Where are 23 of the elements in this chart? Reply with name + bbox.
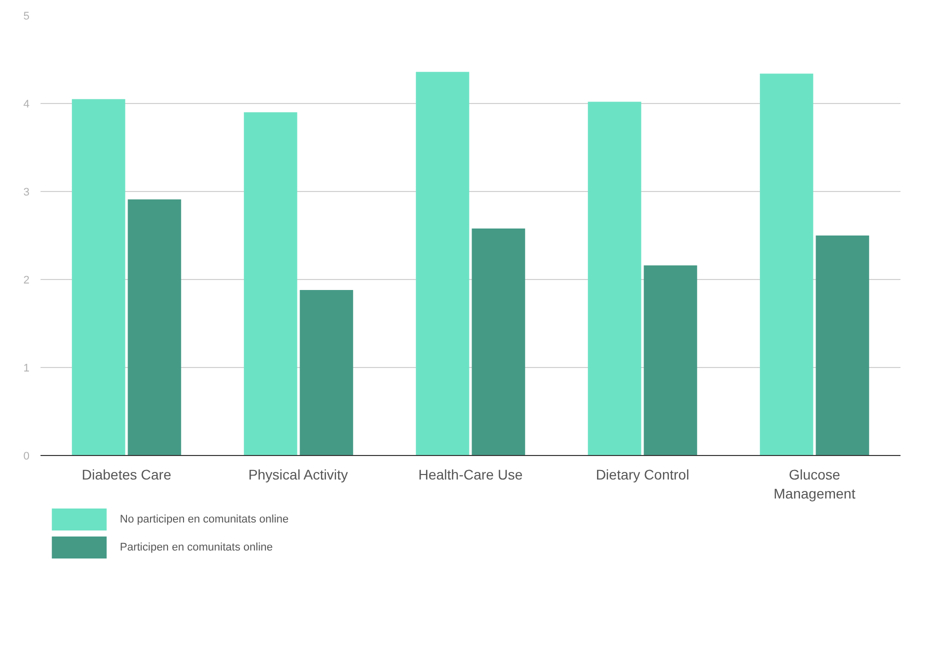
legend-label: No participen en comunitats online xyxy=(120,514,289,526)
x-tick-label: Health-Care Use xyxy=(418,466,523,482)
bar xyxy=(244,112,298,456)
bar xyxy=(644,265,698,456)
bar xyxy=(416,72,470,456)
bar xyxy=(72,99,126,456)
bar xyxy=(300,290,354,456)
bar xyxy=(760,74,814,456)
y-tick-label: 4 xyxy=(23,98,30,110)
x-tick-label: Dietary Control xyxy=(596,466,690,482)
y-tick-label: 2 xyxy=(23,274,30,286)
legend-label: Participen en comunitats online xyxy=(120,542,273,554)
x-tick-label: Glucose Management xyxy=(774,466,856,502)
y-tick-label: 0 xyxy=(23,450,30,462)
bar xyxy=(472,228,526,456)
y-tick-label: 5 xyxy=(23,10,30,22)
y-tick-label: 3 xyxy=(23,186,30,198)
bar xyxy=(128,199,182,456)
y-tick-label: 1 xyxy=(23,362,30,374)
bar xyxy=(588,102,642,456)
x-tick-label: Diabetes Care xyxy=(82,466,172,482)
bar xyxy=(816,236,870,456)
x-tick-label: Physical Activity xyxy=(248,466,348,482)
